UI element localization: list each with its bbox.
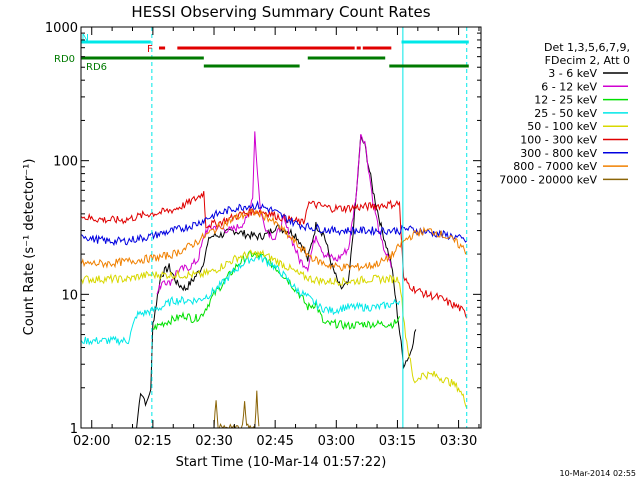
series-line-50-100-kev <box>81 249 468 409</box>
legend-label: 100 - 300 keV <box>520 134 597 147</box>
plot-frame <box>80 26 482 429</box>
legend-header-line-2: FDecim 2, Att 0 <box>545 54 630 67</box>
series-line-3-6-kev <box>136 134 417 428</box>
legend-label: 300 - 800 keV <box>520 147 597 160</box>
legend-label: 3 - 6 keV <box>548 67 597 80</box>
series-group <box>81 27 468 428</box>
x-tick-label: 02:00 <box>73 434 110 449</box>
legend-label: 25 - 50 keV <box>534 107 597 120</box>
chart-title: HESSI Observing Summary Count Rates <box>131 3 430 21</box>
flag-bars: N F RD0 RD6 <box>54 33 469 73</box>
flag-label-rd0: RD0 <box>54 54 75 65</box>
series-line-25-50-kev <box>81 253 400 347</box>
y-axis-label: Count Rate (s⁻¹ detector⁻¹) <box>22 159 37 336</box>
x-tick-label: 03:15 <box>379 434 416 449</box>
flag-label-n: N <box>82 33 89 44</box>
x-axis-label: Start Time (10-Mar-14 01:57:22) <box>176 455 387 470</box>
x-tick-label: 03:00 <box>318 434 355 449</box>
x-tick-label: 03:30 <box>440 434 477 449</box>
legend-label: 12 - 25 keV <box>534 94 597 107</box>
series-line-300-800-kev <box>81 200 468 247</box>
legend-label: 800 - 7000 keV <box>513 160 597 173</box>
legend-label: 50 - 100 keV <box>527 120 597 133</box>
y-tick-label: 1 <box>70 422 78 437</box>
y-tick-label: 10 <box>61 288 78 303</box>
x-tick-label: 02:45 <box>256 434 293 449</box>
plot-area <box>81 27 468 428</box>
timestamp: 10-Mar-2014 02:55 <box>560 469 637 478</box>
series-line-6-12-kev <box>156 131 392 295</box>
legend-label: 7000 - 20000 keV <box>499 173 597 186</box>
y-tick-label: 1000 <box>45 21 78 36</box>
flag-label-rd6: RD6 <box>86 62 107 73</box>
y-tick-label: 100 <box>53 155 78 170</box>
x-tick-label: 02:30 <box>195 434 232 449</box>
x-tick-label: 02:15 <box>134 434 171 449</box>
series-line-7000-20000-kev <box>213 390 260 428</box>
axes: 1 10 100 1000 02:00 02:15 02:30 02:45 03:00 03:15… <box>45 21 482 449</box>
legend-header-line-1: Det 1,3,5,6,7,9, <box>544 41 630 54</box>
series-line-12-25-kev <box>152 250 400 330</box>
flag-label-f: F <box>147 44 153 55</box>
legend-label: 6 - 12 keV <box>541 80 597 93</box>
